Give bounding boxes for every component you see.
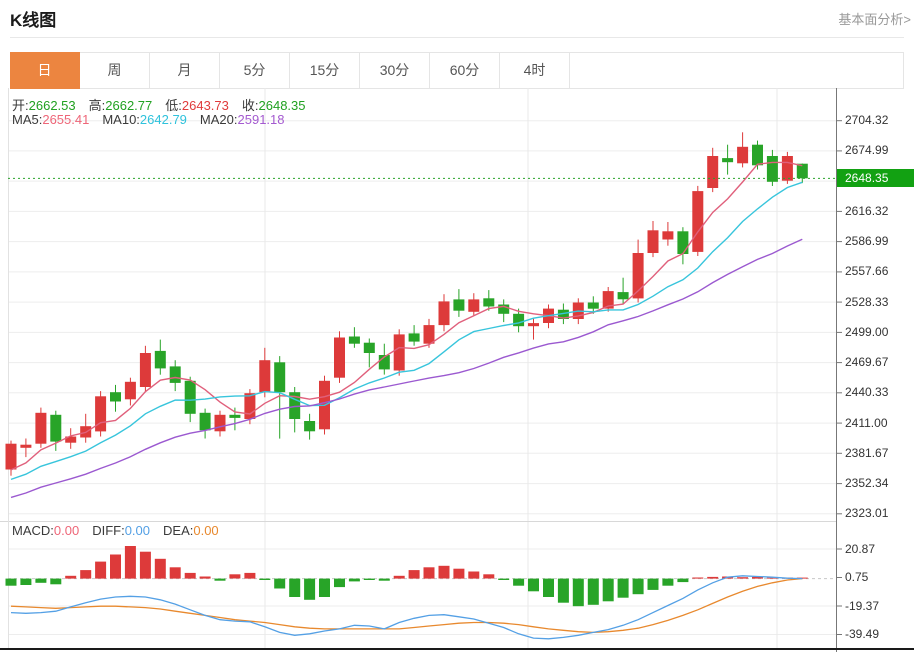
- ma_row-ma5-label: MA5:: [12, 112, 43, 127]
- macd_row-macd-value: 0.00: [53, 523, 80, 538]
- ohlc_row-low: 低:2643.73: [165, 95, 229, 114]
- fundamental-analysis-link[interactable]: 基本面分析>: [838, 12, 911, 27]
- price-tick: 2616.32: [845, 203, 889, 218]
- tab-15min[interactable]: 15分: [290, 53, 360, 88]
- ma_row-ma20-label: MA20:: [199, 112, 238, 127]
- price-tick: 2499.00: [845, 324, 889, 339]
- price-tick: 2704.32: [845, 113, 889, 128]
- macd_row-dea-value: 0.00: [193, 523, 219, 538]
- title-divider: [10, 37, 904, 38]
- price-tick: 2557.66: [845, 264, 889, 279]
- tab-month[interactable]: 月: [150, 53, 220, 88]
- macd_row-dea: DEA:0.00: [163, 523, 219, 538]
- ma_row-ma5: MA5:2655.41: [12, 112, 89, 127]
- ma-readout: MA5:2655.41 MA10:2642.79 MA20:2591.18: [12, 112, 298, 127]
- ohlc_row-high: 高:2662.77: [89, 95, 153, 114]
- price-tick: 2411.00: [845, 415, 888, 430]
- interval-tabs: 日周月 5分 15分 30分 60分 4时: [10, 52, 904, 89]
- tab-5min[interactable]: 5分: [220, 53, 290, 88]
- ohlc_row-open-value: 2662.53: [28, 98, 76, 113]
- tab-4hour[interactable]: 4时: [500, 53, 570, 88]
- ma_row-ma5-value: 2655.41: [42, 112, 90, 127]
- macd_row-diff: DIFF:0.00: [92, 523, 150, 538]
- ma_row-ma10-value: 2642.79: [139, 112, 187, 127]
- ohlc_row-open: 开:2662.53: [12, 95, 76, 114]
- macd-tick: -19.37: [845, 598, 880, 613]
- ohlc-readout: 开:2662.53 高:2662.77 低:2643.73 收:2648.35: [12, 95, 319, 114]
- macd_row-dea-label: DEA:: [163, 523, 194, 538]
- ohlc_row-low-value: 2643.73: [181, 98, 229, 113]
- price-tick: 2323.01: [845, 506, 889, 521]
- macd-tick: -39.49: [845, 627, 880, 641]
- macd_row-macd-label: MACD:: [12, 523, 54, 538]
- macd_row-macd: MACD:0.00: [12, 523, 79, 538]
- current-price-badge: 2648.35: [837, 169, 914, 188]
- macd_row-diff-value: 0.00: [124, 523, 151, 538]
- tab-day[interactable]: 日: [10, 52, 80, 89]
- ohlc_row-close-value: 2648.35: [258, 98, 306, 113]
- page-title: K线图: [10, 11, 57, 30]
- tab-60min[interactable]: 60分: [430, 53, 500, 88]
- ohlc_row-high-value: 2662.77: [105, 98, 153, 113]
- macd-tick: 0.75: [845, 570, 869, 584]
- ohlc_row-close-label: 收:: [241, 98, 259, 113]
- ohlc_row-close: 收:2648.35: [242, 95, 306, 114]
- ma_row-ma10: MA10:2642.79: [102, 112, 187, 127]
- price-tick: 2674.99: [845, 143, 889, 158]
- tab-30min[interactable]: 30分: [360, 53, 430, 88]
- price-tick: 2352.34: [845, 476, 889, 491]
- ma_row-ma20: MA20:2591.18: [200, 112, 285, 127]
- price-tick: 2586.99: [845, 234, 889, 249]
- price-tick: 2528.33: [845, 294, 889, 309]
- price-tick: 2440.33: [845, 385, 889, 400]
- ma_row-ma10-label: MA10:: [102, 112, 140, 127]
- price-tick: 2381.67: [845, 445, 889, 460]
- macd-readout: MACD:0.00 DIFF:0.00 DEA:0.00: [12, 523, 232, 538]
- macd-tick: 20.87: [845, 541, 876, 556]
- tab-week[interactable]: 周: [80, 53, 150, 88]
- ohlc_row-low-label: 低:: [165, 98, 182, 113]
- macd_row-diff-label: DIFF:: [92, 523, 125, 538]
- ma_row-ma20-value: 2591.18: [237, 112, 285, 127]
- ohlc_row-open-label: 开:: [12, 98, 29, 113]
- price-tick: 2469.67: [845, 355, 889, 370]
- ohlc_row-high-label: 高:: [88, 98, 106, 113]
